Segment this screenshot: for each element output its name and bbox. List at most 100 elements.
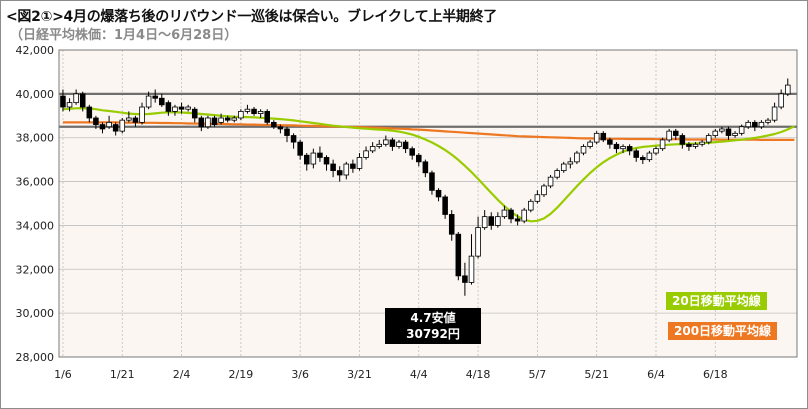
candle xyxy=(132,115,139,127)
candle-body xyxy=(218,117,224,123)
candle xyxy=(468,234,475,285)
candle-body xyxy=(323,157,330,165)
y-tick-label: 28,000 xyxy=(16,351,55,364)
candle-body xyxy=(409,148,415,156)
candle xyxy=(271,120,277,129)
candle-body xyxy=(580,146,587,154)
candle xyxy=(290,133,297,149)
candle-body xyxy=(165,102,172,112)
candle xyxy=(231,115,238,123)
candle xyxy=(475,216,481,259)
candle xyxy=(646,150,653,162)
x-tick-label: 3/21 xyxy=(347,368,372,381)
candle-body xyxy=(99,124,106,130)
candle-body xyxy=(475,227,481,257)
candle xyxy=(686,142,692,151)
candle xyxy=(257,109,264,118)
candle-body xyxy=(666,130,672,141)
candle xyxy=(383,135,389,147)
candle-body xyxy=(528,200,534,211)
candle-body xyxy=(686,143,692,147)
candle xyxy=(224,115,231,123)
candle-body xyxy=(488,216,495,226)
candle-body xyxy=(442,196,448,215)
candle xyxy=(238,109,244,121)
candle-body xyxy=(310,152,317,165)
candle xyxy=(758,120,765,129)
callout-date: 4.7安値 xyxy=(410,311,456,325)
candle-body xyxy=(363,150,369,158)
candle xyxy=(448,210,455,241)
candle xyxy=(640,155,646,165)
candle-body xyxy=(139,106,145,123)
candle xyxy=(508,207,514,224)
candle-body xyxy=(119,119,126,132)
candle-body xyxy=(66,102,73,108)
candle xyxy=(106,115,112,129)
candle-body xyxy=(448,214,455,235)
candle xyxy=(198,115,205,132)
candle xyxy=(435,188,442,202)
candle-body xyxy=(554,170,560,178)
candle-body xyxy=(745,121,752,128)
candle xyxy=(99,122,106,134)
candle xyxy=(580,144,587,156)
candle-body xyxy=(429,172,435,191)
candle-body xyxy=(356,157,363,169)
candle xyxy=(350,159,356,173)
candle-body xyxy=(633,150,639,158)
x-tick-label: 5/21 xyxy=(584,368,609,381)
candle-body xyxy=(640,157,646,161)
candle-body xyxy=(198,117,205,128)
candle-body xyxy=(646,152,653,161)
candle xyxy=(218,113,224,125)
candle xyxy=(119,117,126,134)
candle xyxy=(600,131,607,143)
candle-body xyxy=(541,185,547,196)
x-tick-label: 3/6 xyxy=(291,368,309,381)
candle xyxy=(356,153,363,171)
candle xyxy=(752,120,758,132)
candle xyxy=(112,122,119,136)
candle-body xyxy=(303,154,310,165)
candle xyxy=(369,142,376,154)
candle-body xyxy=(613,143,620,150)
candle xyxy=(178,102,185,114)
y-axis-labels: 42,000 40,000 38,000 36,000 34,000 32,000 30,0… xyxy=(16,44,55,364)
candle xyxy=(165,100,172,116)
ma20-line xyxy=(62,106,795,223)
candle xyxy=(409,146,415,160)
y-tick-label: 36,000 xyxy=(16,176,55,189)
candle xyxy=(745,120,752,129)
candle-body xyxy=(257,111,264,114)
candle-body xyxy=(620,146,626,150)
candle xyxy=(205,115,211,129)
candle-body xyxy=(159,97,165,106)
candle xyxy=(587,139,593,149)
candle-body xyxy=(679,135,686,145)
candle-body xyxy=(389,139,396,147)
candle-body xyxy=(376,143,383,147)
candle xyxy=(284,126,290,143)
candle xyxy=(126,111,132,123)
candle-body xyxy=(205,117,211,128)
candle xyxy=(145,91,152,110)
candle xyxy=(528,199,534,213)
candle xyxy=(152,89,158,103)
candle-body xyxy=(712,130,719,136)
candle-body xyxy=(383,139,389,145)
x-tick-label: 4/18 xyxy=(466,368,491,381)
x-axis-labels: 1/6 1/21 2/4 2/19 3/6 3/21 4/4 4/18 5/7 5/21 6/4 6/… xyxy=(54,368,728,381)
moving-averages xyxy=(62,106,795,223)
candle-body xyxy=(73,93,79,104)
candle xyxy=(363,146,369,160)
candle xyxy=(785,78,791,97)
candle-body xyxy=(600,132,607,141)
candle xyxy=(297,139,303,160)
candle xyxy=(672,128,679,140)
candle xyxy=(159,93,165,108)
page-subtitle: （日経平均株価：1月4日～6月28日） xyxy=(10,28,238,43)
candle xyxy=(442,194,448,219)
x-tick-label: 4/4 xyxy=(410,368,428,381)
y-tick-label: 40,000 xyxy=(16,88,55,101)
